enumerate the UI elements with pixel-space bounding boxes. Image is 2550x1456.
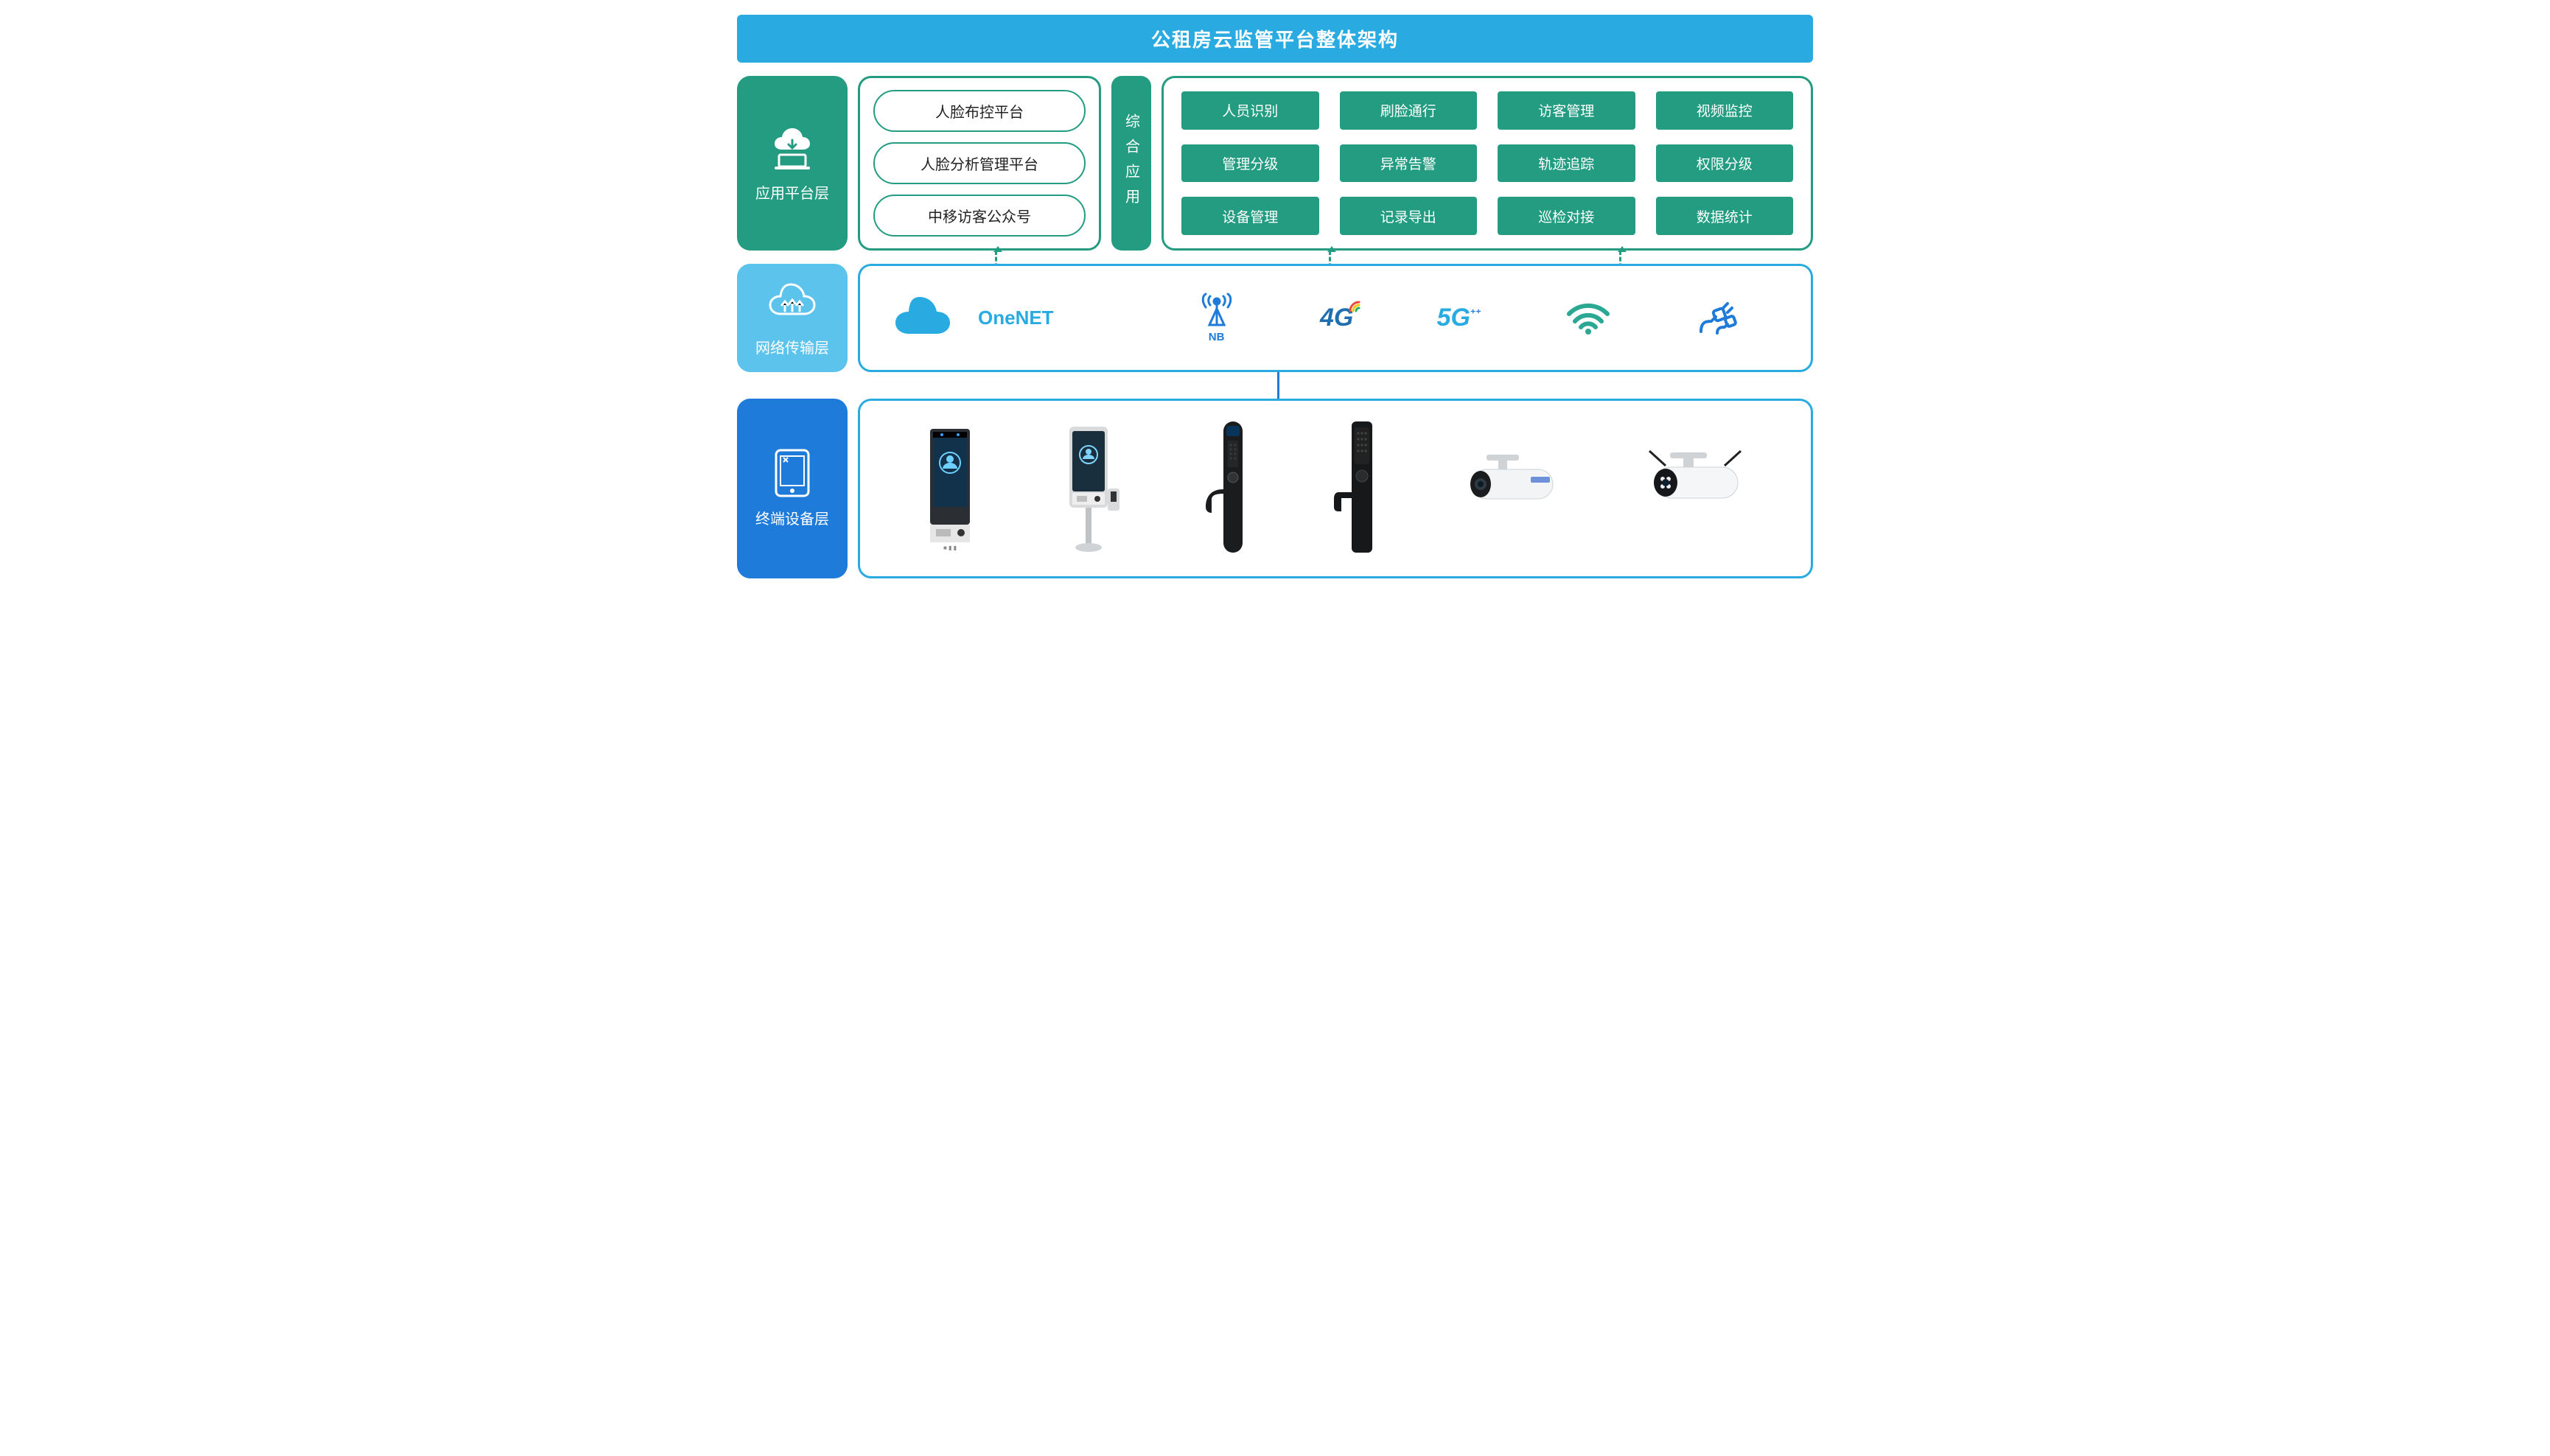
platform-item: 人脸布控平台 (873, 90, 1086, 132)
feature-grid: 人员识别 刷脸通行 访客管理 视频监控 管理分级 异常告警 轨迹追踪 权限分级 … (1181, 91, 1793, 235)
wired-plug-icon (1695, 299, 1739, 337)
svg-text:■ ▮ ▮: ■ ▮ ▮ (943, 545, 957, 551)
feature-item: 异常告警 (1340, 144, 1478, 183)
feature-item: 记录导出 (1340, 197, 1478, 235)
device-smart-lock-1 (1201, 419, 1260, 559)
feature-item: 视频监控 (1656, 91, 1794, 130)
fourg-icon: 4G (1320, 304, 1353, 332)
diagram-title: 公租房云监管平台整体架构 (737, 15, 1813, 63)
fiveg-icon: 5G⁺⁺ (1437, 304, 1481, 332)
onenet-label: OneNET (978, 307, 1054, 329)
feature-panel: 人员识别 刷脸通行 访客管理 视频监控 管理分级 异常告警 轨迹追踪 权限分级 … (1162, 76, 1813, 251)
layer-label-device: 终端设备层 (737, 399, 848, 578)
device-face-terminal-2 (1052, 422, 1133, 555)
onenet-block: OneNET (890, 294, 1125, 342)
feature-item: 刷脸通行 (1340, 91, 1478, 130)
vertical-strip-label: 综合应用 (1111, 76, 1151, 251)
layer-label-text: 网络传输层 (755, 336, 829, 357)
row-application-layer: 应用平台层 人脸布控平台 人脸分析管理平台 中移访客公众号 综合应用 人员识别 … (737, 76, 1813, 251)
layer-label-application: 应用平台层 (737, 76, 848, 251)
platform-column: 人脸布控平台 人脸分析管理平台 中移访客公众号 (858, 76, 1101, 251)
network-panel: OneNET NB 4G (858, 264, 1813, 372)
feature-item: 访客管理 (1498, 91, 1635, 130)
layer-label-text: 应用平台层 (755, 181, 829, 203)
connector-net-dev (737, 385, 1813, 399)
cloud-icon (890, 294, 956, 342)
feature-item: 轨迹追踪 (1498, 144, 1635, 183)
row-network-layer: 网络传输层 OneNET (737, 264, 1813, 372)
tablet-icon (772, 449, 813, 497)
cloud-laptop-icon (766, 124, 819, 171)
cloud-upload-icon (764, 279, 820, 326)
feature-item: 数据统计 (1656, 197, 1794, 235)
platform-item: 人脸分析管理平台 (873, 142, 1086, 184)
row-device-layer: 终端设备层 ■ ▮ ▮ (737, 399, 1813, 578)
feature-item: 权限分级 (1656, 144, 1794, 183)
device-camera-2 (1636, 448, 1754, 529)
feature-item: 设备管理 (1181, 197, 1319, 235)
feature-item: 管理分级 (1181, 144, 1319, 183)
network-icons: NB 4G 5G⁺⁺ (1155, 293, 1781, 343)
layer-label-text: 终端设备层 (755, 507, 829, 528)
device-face-terminal-1: ■ ▮ ▮ (917, 426, 983, 551)
feature-item: 人员识别 (1181, 91, 1319, 130)
layer-label-network: 网络传输层 (737, 264, 848, 372)
architecture-diagram: 公租房云监管平台整体架构 应用平台层 人脸布控平台 人脸分 (737, 15, 1813, 578)
nb-label: NB (1209, 331, 1225, 343)
device-panel: ■ ▮ ▮ (858, 399, 1813, 578)
device-smart-lock-2 (1330, 419, 1388, 559)
platform-item: 中移访客公众号 (873, 195, 1086, 237)
wifi-icon (1565, 301, 1612, 336)
device-camera-1 (1457, 452, 1568, 525)
nb-icon: NB (1197, 293, 1237, 343)
feature-item: 巡检对接 (1498, 197, 1635, 235)
application-content: 人脸布控平台 人脸分析管理平台 中移访客公众号 综合应用 人员识别 刷脸通行 访… (858, 76, 1813, 251)
